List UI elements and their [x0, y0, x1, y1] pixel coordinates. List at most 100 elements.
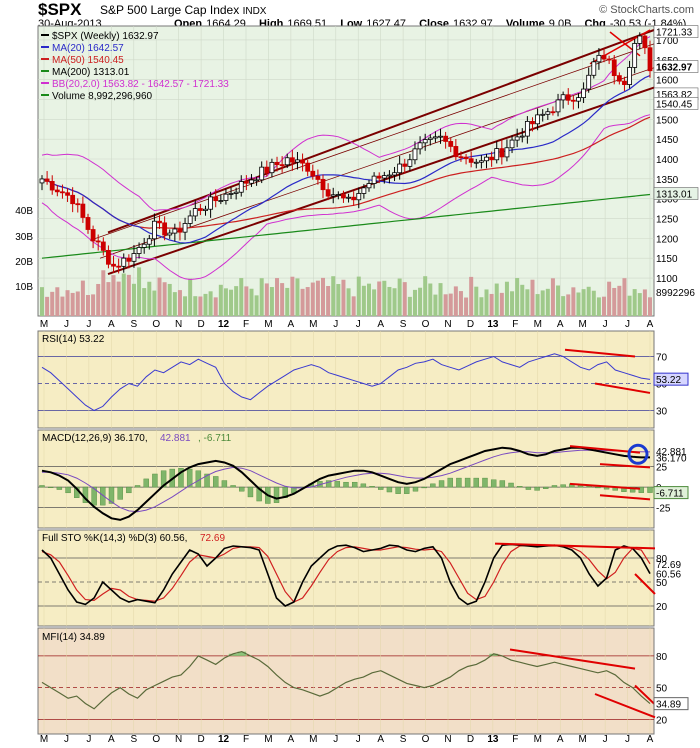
- candle-body: [601, 54, 607, 60]
- price-last-label-bb_upper: 1721.33: [656, 28, 693, 39]
- price-axis-tick: 1250: [656, 215, 679, 226]
- price-last-box: [653, 97, 699, 110]
- macd-histogram-bar: [395, 486, 401, 494]
- macd-histogram-bar: [647, 486, 653, 493]
- candle-body: [146, 238, 152, 245]
- volume-bar: [183, 296, 188, 316]
- macd-histogram-bar: [247, 486, 254, 498]
- volume-bar: [269, 287, 274, 316]
- month-label: M: [309, 319, 317, 330]
- candle-body: [443, 135, 449, 142]
- candle-body: [366, 183, 372, 189]
- candle-body: [473, 161, 479, 164]
- macd-trendline: [599, 463, 651, 469]
- macd-histogram-bar: [629, 486, 636, 493]
- candle-body: [407, 159, 413, 167]
- macd-histogram-bar: [56, 486, 63, 490]
- ticker-symbol: $SPX: [38, 0, 82, 19]
- candle-body: [356, 193, 362, 201]
- volume-bar: [198, 296, 203, 316]
- candle-body: [637, 35, 643, 44]
- candle-body: [131, 253, 137, 262]
- volume-bar: [85, 294, 90, 316]
- macd-histogram-bar: [543, 486, 549, 489]
- candle-body: [295, 159, 300, 163]
- volume-bar: [479, 297, 484, 316]
- volume-bar: [172, 292, 177, 316]
- rsi-trendline: [564, 348, 636, 358]
- price-axis-tick: 1600: [656, 76, 679, 87]
- macd-histogram-bar: [186, 468, 193, 488]
- candle-body: [279, 164, 285, 167]
- candle-body: [438, 135, 443, 138]
- candle-body: [228, 193, 234, 195]
- candle-body: [233, 191, 239, 194]
- candle-body: [351, 196, 357, 201]
- month-label: 13: [487, 319, 499, 330]
- month-label: F: [512, 319, 518, 330]
- ma20-line: [41, 75, 651, 244]
- volume-bar: [392, 288, 397, 316]
- rsi-panel-bg: [37, 330, 655, 429]
- macd-histogram-bar: [560, 484, 566, 488]
- candle-body: [85, 217, 91, 230]
- mfi-trendline: [594, 693, 656, 719]
- volume-bar: [75, 291, 80, 316]
- candle-body: [576, 97, 581, 102]
- macd-histogram-bar: [117, 486, 123, 500]
- macd-histogram-bar: [134, 485, 141, 488]
- volume-bar: [346, 288, 351, 316]
- candle-body: [203, 208, 208, 211]
- volume-bar: [137, 267, 142, 316]
- macd-histogram-bar: [464, 477, 471, 488]
- month-label-bottom: S: [400, 734, 407, 745]
- mfi-overbought-fill: [228, 653, 238, 656]
- sto-axis-tick: 50: [656, 578, 668, 589]
- bb-lower-line: [41, 114, 651, 281]
- macd-trendline: [599, 494, 651, 501]
- bb-upper-line: [41, 36, 651, 212]
- macd-histogram-bar: [404, 486, 410, 494]
- month-label-bottom: D: [467, 734, 474, 745]
- volume-bar: [453, 286, 458, 316]
- candle-body: [622, 80, 627, 85]
- macd-histogram-bar: [65, 486, 71, 494]
- candle-body: [376, 175, 382, 179]
- volume-bar: [556, 285, 561, 316]
- legend-spx: $SPX (Weekly) 1632.97: [52, 31, 159, 42]
- volume-bar: [290, 276, 295, 316]
- candle-body: [213, 196, 219, 202]
- volume-bar: [596, 297, 601, 316]
- month-label-bottom: S: [130, 734, 137, 745]
- candle-body: [530, 120, 535, 125]
- month-label: A: [557, 319, 564, 330]
- sto-axis-tick: 80: [656, 554, 668, 565]
- volume-bar: [372, 289, 377, 316]
- candle-body: [397, 163, 403, 174]
- mfi-last-label: 34.89: [656, 700, 681, 711]
- mfi-last-box: [653, 697, 689, 711]
- month-label: N: [444, 319, 451, 330]
- mfi-axis-tick: 50: [656, 684, 668, 695]
- macd-histogram-bar: [482, 477, 488, 488]
- candle-body: [54, 189, 60, 193]
- volume-bar: [571, 287, 576, 316]
- macd-histogram-bar: [517, 486, 523, 488]
- month-label-bottom: M: [264, 734, 272, 745]
- month-label: F: [243, 319, 249, 330]
- candle-body: [162, 222, 168, 236]
- candle-body: [545, 111, 551, 115]
- candle-body: [44, 178, 50, 182]
- price-axis-tick: 1100: [656, 274, 678, 285]
- candle-body: [586, 74, 592, 90]
- volume-bar: [642, 289, 647, 316]
- volume-bar: [229, 289, 234, 316]
- candle-body: [453, 146, 459, 158]
- candle-body: [218, 200, 224, 202]
- candle-body: [90, 229, 96, 242]
- candle-body: [310, 170, 316, 177]
- sto-trendline: [494, 542, 656, 550]
- price-last-label-ma200: 1313.01: [656, 190, 693, 201]
- candle-body: [616, 75, 622, 82]
- macd-histogram-bar: [195, 470, 202, 488]
